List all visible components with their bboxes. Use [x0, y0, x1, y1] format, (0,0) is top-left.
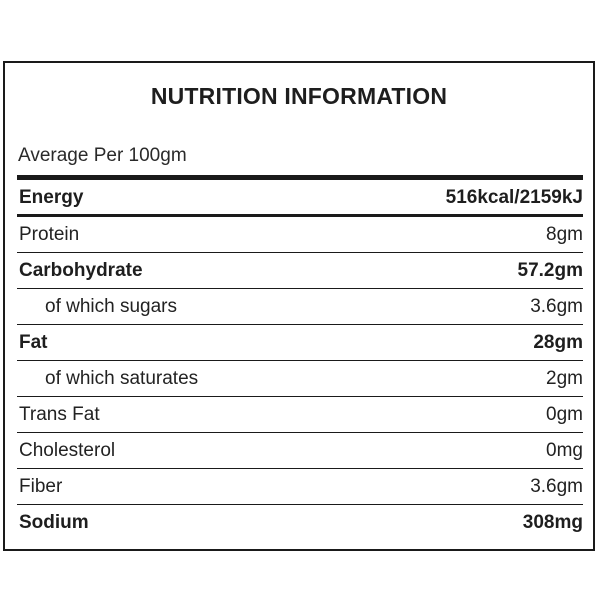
nutrient-name: Cholesterol	[19, 440, 116, 461]
nutrient-name: of which saturates	[45, 368, 199, 389]
nutrition-panel: NUTRITION INFORMATION Average Per 100gm …	[3, 61, 595, 551]
nutrient-row-trans-fat: Trans Fat 0gm	[17, 397, 583, 433]
nutrient-table: Energy 516kcal/2159kJ Protein 8gm Carboh…	[17, 175, 583, 540]
nutrient-name: Sodium	[19, 512, 89, 533]
nutrient-row-carbohydrate: Carbohydrate 57.2gm	[17, 253, 583, 289]
nutrient-name: Energy	[19, 187, 84, 208]
nutrient-row-energy: Energy 516kcal/2159kJ	[17, 180, 583, 217]
nutrient-value: 2gm	[546, 368, 583, 389]
nutrient-value: 0mg	[546, 440, 583, 461]
nutrient-name: Fiber	[19, 476, 63, 497]
nutrient-row-protein: Protein 8gm	[17, 217, 583, 253]
panel-title: NUTRITION INFORMATION	[150, 83, 448, 109]
nutrient-value: 0gm	[546, 404, 583, 425]
nutrient-value: 57.2gm	[517, 260, 583, 281]
nutrient-name: of which sugars	[45, 296, 178, 317]
nutrient-value: 516kcal/2159kJ	[445, 187, 583, 208]
nutrient-row-sugars: of which sugars 3.6gm	[17, 289, 583, 325]
nutrient-value: 8gm	[546, 224, 583, 245]
nutrient-row-saturates: of which saturates 2gm	[17, 361, 583, 397]
nutrient-name: Trans Fat	[19, 404, 100, 425]
nutrient-value: 3.6gm	[530, 476, 583, 497]
nutrient-name: Carbohydrate	[19, 260, 143, 281]
nutrient-row-fat: Fat 28gm	[17, 325, 583, 361]
nutrient-row-fiber: Fiber 3.6gm	[17, 469, 583, 505]
nutrient-name: Protein	[19, 224, 80, 245]
serving-size-label: Average Per 100gm	[18, 145, 187, 166]
nutrient-name: Fat	[19, 332, 48, 353]
nutrient-value: 308mg	[522, 512, 583, 533]
nutrient-value: 28gm	[533, 332, 583, 353]
nutrient-row-sodium: Sodium 308mg	[17, 505, 583, 540]
nutrient-row-cholesterol: Cholesterol 0mg	[17, 433, 583, 469]
nutrient-value: 3.6gm	[530, 296, 583, 317]
